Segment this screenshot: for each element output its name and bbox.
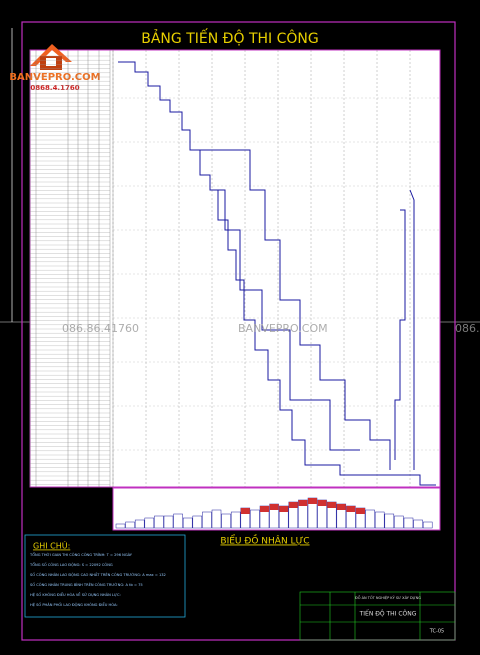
histogram-peak [240, 508, 250, 514]
histogram-bar [202, 511, 212, 529]
gantt-path [118, 61, 436, 486]
histogram-bar [211, 509, 222, 529]
histogram-peak [336, 504, 346, 510]
gantt-path [210, 189, 360, 451]
notes-box [24, 534, 186, 618]
histogram-bar [403, 517, 414, 529]
histogram-caption: BIỂU ĐỒ NHÂN LỰC [220, 534, 309, 547]
histogram-peak [317, 500, 327, 506]
watermark-phone-right: 086. [455, 322, 480, 335]
histogram-peak [298, 500, 308, 506]
histogram-peak [260, 506, 269, 512]
histogram-bar [384, 513, 395, 529]
gantt-path [394, 209, 406, 460]
histogram-bar [182, 517, 193, 529]
watermark-phone: 086.86.41760 [62, 322, 139, 335]
histogram-bar [192, 515, 203, 529]
labour-histogram [115, 497, 433, 529]
histogram-bar [144, 517, 155, 529]
histogram-peak [356, 508, 365, 514]
histogram-bar [374, 511, 385, 529]
title: BẢNG TIẾN ĐỘ THI CÔNG [141, 28, 319, 47]
logo: BANVEPRO.COM 0868.4.1760 [9, 44, 101, 92]
watermark-site: BANVEPRO.COM [238, 322, 328, 335]
histogram-bar [230, 511, 241, 529]
histogram-bar [154, 515, 164, 529]
sheet-frame [21, 21, 456, 641]
histogram-peak [269, 504, 279, 510]
histogram-bar [125, 521, 135, 529]
note-line: SỐ CÔNG NHÂN LAO ĐỘNG CAO NHẤT TRÊN CÔNG… [30, 572, 166, 577]
histogram-bar [173, 513, 183, 529]
note-line: SỐ CÔNG NHÂN TRUNG BÌNH TRÊN CÔNG TRƯỜNG… [30, 582, 143, 587]
drawing-title: TIẾN ĐỘ THI CÔNG [359, 610, 417, 618]
logo-brand: BANVEPRO.COM [9, 72, 100, 83]
histogram-bar [221, 513, 231, 529]
project-name: ĐỒ ÁN TỐT NGHIỆP KỸ SƯ XÂY DỰNG [355, 595, 421, 600]
histogram-bar [365, 509, 375, 529]
histogram-peak [288, 502, 298, 508]
histogram-bar [413, 519, 423, 529]
logo-phone: 0868.4.1760 [30, 84, 79, 92]
schedule-area [29, 49, 441, 488]
histogram-bar [422, 521, 433, 529]
histogram-peak [346, 506, 356, 512]
histogram-peak [327, 502, 337, 508]
histogram-bar [115, 523, 126, 529]
histogram-bar [250, 509, 260, 529]
notes-lines: TỔNG THỜI GIAN THI CÔNG CÔNG TRÌNH: T = … [29, 552, 166, 607]
schedule-grid [29, 50, 440, 487]
title-block [299, 591, 456, 641]
histogram-bar [134, 519, 145, 529]
note-line: TỔNG THỜI GIAN THI CÔNG CÔNG TRÌNH: T = … [29, 552, 133, 557]
note-line: TỔNG SỐ CÔNG LAO ĐỘNG: S = 22092 CÔNG [29, 562, 113, 567]
histogram-bar [163, 515, 174, 529]
sheet-number: TC-05 [429, 629, 444, 635]
histogram-peak [279, 506, 289, 512]
note-line: HỆ SỐ KHÔNG ĐIỀU HÒA VỀ SỬ DỤNG NHÂN LỰC… [30, 592, 121, 597]
gantt-lines [118, 61, 436, 486]
note-line: HỆ SỐ PHÂN PHỐI LAO ĐỘNG KHÔNG ĐIỀU HÒA: [30, 602, 118, 607]
histogram-peak [308, 498, 317, 504]
notes-heading: GHI CHÚ: [33, 540, 70, 551]
histogram-bar [394, 515, 404, 529]
gantt-path [409, 189, 415, 470]
gantt-path [190, 149, 391, 470]
